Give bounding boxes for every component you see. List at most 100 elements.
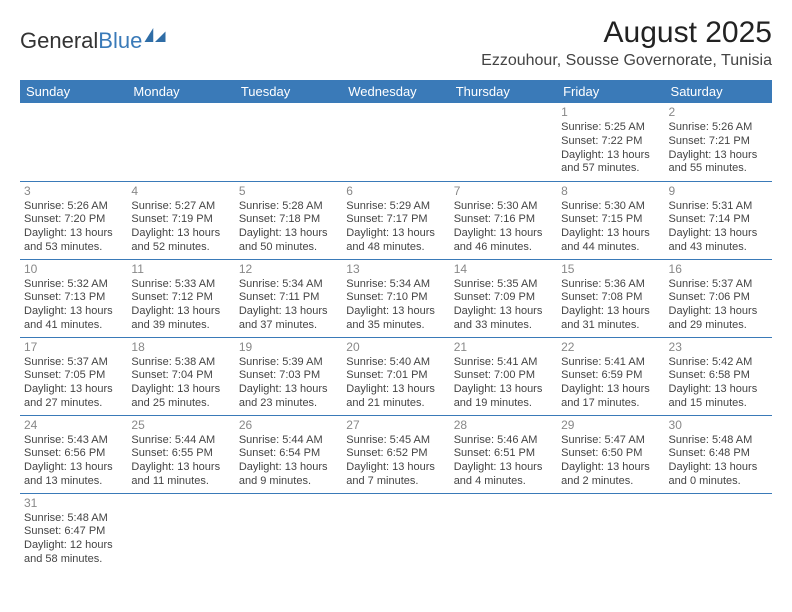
daylight-text: Daylight: 13 hours: [24, 383, 123, 397]
daylight-text: and 37 minutes.: [239, 319, 338, 333]
day-number: 27: [346, 418, 445, 433]
sunset-text: Sunset: 6:48 PM: [669, 447, 768, 461]
day-number: 4: [131, 184, 230, 199]
sunset-text: Sunset: 7:13 PM: [24, 291, 123, 305]
calendar-week: 31Sunrise: 5:48 AMSunset: 6:47 PMDayligh…: [20, 493, 772, 571]
calendar-cell: [665, 493, 772, 571]
calendar-cell: 15Sunrise: 5:36 AMSunset: 7:08 PMDayligh…: [557, 259, 664, 337]
sunrise-text: Sunrise: 5:35 AM: [454, 278, 553, 292]
sunset-text: Sunset: 6:59 PM: [561, 369, 660, 383]
daylight-text: and 9 minutes.: [239, 475, 338, 489]
daylight-text: and 27 minutes.: [24, 397, 123, 411]
sunset-text: Sunset: 7:00 PM: [454, 369, 553, 383]
calendar-cell: [342, 493, 449, 571]
day-header: Wednesday: [342, 80, 449, 103]
calendar-week: 24Sunrise: 5:43 AMSunset: 6:56 PMDayligh…: [20, 415, 772, 493]
sunrise-text: Sunrise: 5:45 AM: [346, 434, 445, 448]
sunset-text: Sunset: 6:54 PM: [239, 447, 338, 461]
calendar-cell: 26Sunrise: 5:44 AMSunset: 6:54 PMDayligh…: [235, 415, 342, 493]
calendar-week: 1Sunrise: 5:25 AMSunset: 7:22 PMDaylight…: [20, 103, 772, 181]
sunrise-text: Sunrise: 5:47 AM: [561, 434, 660, 448]
calendar-cell: 10Sunrise: 5:32 AMSunset: 7:13 PMDayligh…: [20, 259, 127, 337]
sunset-text: Sunset: 7:19 PM: [131, 213, 230, 227]
calendar-week: 17Sunrise: 5:37 AMSunset: 7:05 PMDayligh…: [20, 337, 772, 415]
daylight-text: and 44 minutes.: [561, 241, 660, 255]
sunset-text: Sunset: 6:58 PM: [669, 369, 768, 383]
day-number: 31: [24, 496, 123, 511]
daylight-text: and 35 minutes.: [346, 319, 445, 333]
daylight-text: and 52 minutes.: [131, 241, 230, 255]
day-number: 1: [561, 105, 660, 120]
title-block: August 2025 Ezzouhour, Sousse Governorat…: [481, 16, 772, 70]
daylight-text: Daylight: 13 hours: [561, 227, 660, 241]
calendar-cell: 13Sunrise: 5:34 AMSunset: 7:10 PMDayligh…: [342, 259, 449, 337]
day-number: 11: [131, 262, 230, 277]
calendar-cell: 22Sunrise: 5:41 AMSunset: 6:59 PMDayligh…: [557, 337, 664, 415]
calendar-cell: 23Sunrise: 5:42 AMSunset: 6:58 PMDayligh…: [665, 337, 772, 415]
daylight-text: and 53 minutes.: [24, 241, 123, 255]
day-number: 19: [239, 340, 338, 355]
calendar-cell: 27Sunrise: 5:45 AMSunset: 6:52 PMDayligh…: [342, 415, 449, 493]
location-text: Ezzouhour, Sousse Governorate, Tunisia: [481, 52, 772, 70]
daylight-text: and 29 minutes.: [669, 319, 768, 333]
daylight-text: Daylight: 13 hours: [239, 227, 338, 241]
daylight-text: and 41 minutes.: [24, 319, 123, 333]
daylight-text: Daylight: 13 hours: [239, 461, 338, 475]
daylight-text: Daylight: 13 hours: [239, 305, 338, 319]
day-number: 18: [131, 340, 230, 355]
sunset-text: Sunset: 6:51 PM: [454, 447, 553, 461]
daylight-text: Daylight: 13 hours: [561, 461, 660, 475]
day-number: 21: [454, 340, 553, 355]
daylight-text: Daylight: 13 hours: [131, 305, 230, 319]
calendar-cell: 8Sunrise: 5:30 AMSunset: 7:15 PMDaylight…: [557, 181, 664, 259]
month-title: August 2025: [481, 16, 772, 50]
day-header: Monday: [127, 80, 234, 103]
day-number: 15: [561, 262, 660, 277]
daylight-text: Daylight: 13 hours: [131, 461, 230, 475]
calendar-cell: 24Sunrise: 5:43 AMSunset: 6:56 PMDayligh…: [20, 415, 127, 493]
sail-icon: [144, 28, 166, 42]
day-number: 17: [24, 340, 123, 355]
sunset-text: Sunset: 7:04 PM: [131, 369, 230, 383]
daylight-text: and 17 minutes.: [561, 397, 660, 411]
sunrise-text: Sunrise: 5:25 AM: [561, 121, 660, 135]
sunrise-text: Sunrise: 5:48 AM: [669, 434, 768, 448]
day-number: 9: [669, 184, 768, 199]
sunset-text: Sunset: 7:03 PM: [239, 369, 338, 383]
daylight-text: Daylight: 13 hours: [346, 227, 445, 241]
sunset-text: Sunset: 6:52 PM: [346, 447, 445, 461]
sunset-text: Sunset: 7:09 PM: [454, 291, 553, 305]
day-number: 8: [561, 184, 660, 199]
calendar-cell: 2Sunrise: 5:26 AMSunset: 7:21 PMDaylight…: [665, 103, 772, 181]
day-header: Tuesday: [235, 80, 342, 103]
daylight-text: Daylight: 13 hours: [346, 461, 445, 475]
calendar-cell: 19Sunrise: 5:39 AMSunset: 7:03 PMDayligh…: [235, 337, 342, 415]
sunset-text: Sunset: 7:18 PM: [239, 213, 338, 227]
calendar-cell: [235, 103, 342, 181]
sunrise-text: Sunrise: 5:26 AM: [24, 200, 123, 214]
sunset-text: Sunset: 6:56 PM: [24, 447, 123, 461]
calendar-header-row: SundayMondayTuesdayWednesdayThursdayFrid…: [20, 80, 772, 103]
sunrise-text: Sunrise: 5:36 AM: [561, 278, 660, 292]
daylight-text: Daylight: 13 hours: [131, 383, 230, 397]
sunset-text: Sunset: 6:55 PM: [131, 447, 230, 461]
day-number: 30: [669, 418, 768, 433]
calendar-cell: [342, 103, 449, 181]
brand-text: GeneralBlue: [20, 28, 142, 54]
calendar-cell: 3Sunrise: 5:26 AMSunset: 7:20 PMDaylight…: [20, 181, 127, 259]
sunrise-text: Sunrise: 5:43 AM: [24, 434, 123, 448]
calendar-body: 1Sunrise: 5:25 AMSunset: 7:22 PMDaylight…: [20, 103, 772, 571]
daylight-text: Daylight: 13 hours: [24, 227, 123, 241]
sunrise-text: Sunrise: 5:41 AM: [454, 356, 553, 370]
sunrise-text: Sunrise: 5:32 AM: [24, 278, 123, 292]
sunrise-text: Sunrise: 5:27 AM: [131, 200, 230, 214]
daylight-text: Daylight: 13 hours: [346, 383, 445, 397]
calendar-cell: 29Sunrise: 5:47 AMSunset: 6:50 PMDayligh…: [557, 415, 664, 493]
calendar-cell: 30Sunrise: 5:48 AMSunset: 6:48 PMDayligh…: [665, 415, 772, 493]
day-number: 5: [239, 184, 338, 199]
daylight-text: and 25 minutes.: [131, 397, 230, 411]
daylight-text: and 58 minutes.: [24, 553, 123, 567]
calendar-cell: 11Sunrise: 5:33 AMSunset: 7:12 PMDayligh…: [127, 259, 234, 337]
calendar-cell: 31Sunrise: 5:48 AMSunset: 6:47 PMDayligh…: [20, 493, 127, 571]
daylight-text: and 2 minutes.: [561, 475, 660, 489]
